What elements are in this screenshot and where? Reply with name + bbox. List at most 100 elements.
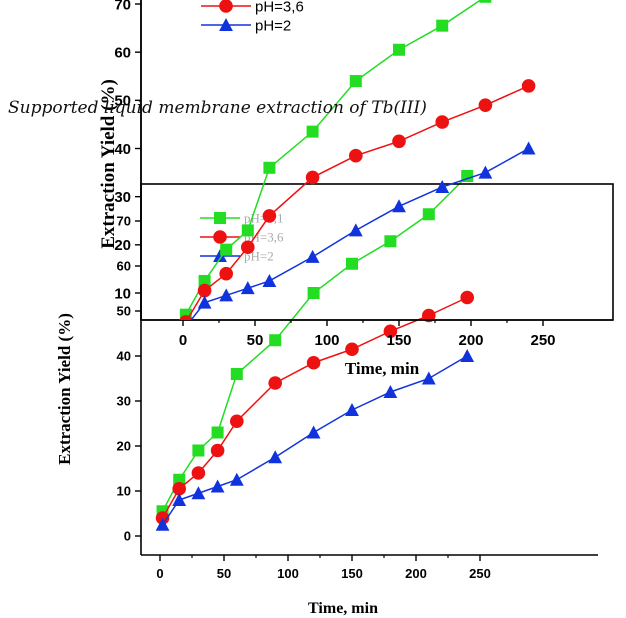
bottom-legend-label: pH=3,6 bbox=[244, 230, 284, 245]
bottom-x-tick-label: 100 bbox=[277, 566, 299, 581]
top-series-point-1 bbox=[349, 148, 363, 163]
bottom-y-tick-label: 10 bbox=[117, 484, 131, 499]
top-y-axis-label: Extraction Yield (%) bbox=[98, 79, 119, 249]
top-series-point-2 bbox=[478, 165, 493, 179]
bottom-x-axis-label: Time, min bbox=[308, 600, 378, 617]
bottom-series-point-2 bbox=[268, 450, 283, 464]
bottom-series-point-2 bbox=[421, 371, 436, 385]
bottom-y-tick-label: 30 bbox=[117, 394, 131, 409]
top-y-tick-label: 40 bbox=[114, 141, 131, 158]
bottom-series-point-1 bbox=[383, 324, 398, 339]
top-legend-label: pH=2 bbox=[255, 17, 291, 34]
top-series-point-0 bbox=[436, 19, 449, 32]
bottom-series-point-1 bbox=[230, 414, 244, 429]
bottom-y-tick-label: 0 bbox=[124, 529, 131, 544]
top-x-tick-label: 150 bbox=[386, 332, 411, 349]
top-series-point-1 bbox=[197, 283, 212, 298]
figure-caption: Supported liquid membrane extraction of … bbox=[8, 98, 427, 118]
top-series-point-0 bbox=[306, 125, 319, 138]
top-y-tick-label: 20 bbox=[114, 237, 131, 254]
top-y-tick-label: 50 bbox=[114, 93, 131, 110]
top-x-tick-label: 0 bbox=[179, 332, 187, 349]
bottom-y-tick-label: 20 bbox=[117, 439, 131, 454]
top-series-line-1 bbox=[186, 85, 529, 320]
bottom-series-point-2 bbox=[155, 517, 170, 531]
bottom-series-point-0 bbox=[211, 426, 224, 439]
top-y-tick-label: 70 bbox=[114, 0, 131, 13]
bottom-series-point-2 bbox=[191, 486, 206, 500]
top-series-point-0 bbox=[241, 224, 254, 237]
bottom-series-group bbox=[155, 170, 475, 531]
bottom-series-point-0 bbox=[346, 257, 358, 270]
top-x-tick-label: 50 bbox=[247, 332, 264, 349]
top-series-point-1 bbox=[219, 266, 233, 281]
bottom-series-point-1 bbox=[306, 355, 321, 370]
bottom-series-point-2 bbox=[345, 403, 359, 416]
bottom-series-point-1 bbox=[268, 376, 283, 390]
top-series-point-0 bbox=[220, 243, 233, 256]
top-series-point-0 bbox=[349, 75, 362, 88]
bottom-y-tick-label: 70 bbox=[117, 214, 131, 229]
bottom-y-tick-label: 60 bbox=[117, 259, 131, 274]
top-series-point-0 bbox=[179, 308, 192, 320]
bottom-series-point-0 bbox=[230, 368, 243, 380]
top-series-point-2 bbox=[348, 223, 363, 237]
top-y-tick-label: 60 bbox=[114, 45, 131, 62]
bottom-x-tick-label: 150 bbox=[341, 566, 363, 581]
top-series-group bbox=[179, 0, 536, 320]
top-series-point-2 bbox=[262, 273, 277, 287]
bottom-y-axis-label: Extraction Yield (%) bbox=[55, 313, 74, 465]
bottom-x-tick-label: 200 bbox=[405, 566, 427, 581]
bottom-series-point-1 bbox=[191, 466, 206, 480]
bottom-series-point-1 bbox=[345, 342, 359, 357]
top-series-point-0 bbox=[263, 161, 276, 174]
top-y-tick-label: 30 bbox=[114, 189, 131, 206]
bottom-series-point-0 bbox=[269, 334, 282, 347]
top-series-point-1 bbox=[262, 209, 277, 223]
bottom-series-point-0 bbox=[192, 444, 205, 457]
top-series-point-1 bbox=[478, 98, 493, 112]
top-series-point-1 bbox=[521, 79, 536, 93]
top-x-tick-label: 100 bbox=[314, 332, 339, 349]
bottom-y-tick-label: 50 bbox=[117, 304, 131, 319]
bottom-legend-marker bbox=[213, 249, 227, 262]
top-series-point-2 bbox=[435, 180, 450, 194]
top-series-point-2 bbox=[219, 288, 234, 302]
bottom-series-point-1 bbox=[460, 290, 475, 305]
top-legend-label: pH=3,6 bbox=[255, 0, 304, 15]
top-series-point-2 bbox=[521, 141, 536, 155]
bottom-x-tick-label: 0 bbox=[156, 566, 163, 581]
top-series-line-2 bbox=[190, 147, 529, 320]
top-series-point-0 bbox=[198, 274, 211, 287]
top-series-point-0 bbox=[393, 43, 405, 56]
top-legend-marker bbox=[219, 18, 233, 31]
bottom-legend-marker bbox=[213, 230, 227, 244]
top-x-axis-label: Time, min bbox=[345, 359, 420, 378]
bottom-series-point-1 bbox=[422, 308, 436, 323]
top-series-point-2 bbox=[197, 295, 212, 309]
bottom-series-point-2 bbox=[210, 479, 225, 493]
bottom-series-point-0 bbox=[307, 287, 320, 299]
bottom-legend-marker bbox=[214, 212, 226, 224]
top-series-point-1 bbox=[392, 134, 406, 149]
top-series-point-0 bbox=[479, 0, 492, 3]
bottom-y-tick-label: 40 bbox=[117, 349, 131, 364]
top-series-point-1 bbox=[435, 115, 450, 129]
bottom-series-point-0 bbox=[422, 208, 435, 221]
bottom-series-point-2 bbox=[172, 493, 187, 506]
bottom-series-point-0 bbox=[384, 235, 397, 248]
top-series-point-2 bbox=[240, 281, 255, 295]
bottom-series-point-2 bbox=[306, 425, 321, 439]
bottom-x-tick-label: 250 bbox=[469, 566, 491, 581]
top-legend-marker bbox=[219, 0, 233, 13]
bottom-x-tick-label: 50 bbox=[217, 566, 231, 581]
bottom-series-point-2 bbox=[460, 349, 475, 362]
top-x-tick-label: 250 bbox=[530, 332, 555, 349]
top-series-point-1 bbox=[241, 240, 255, 255]
top-series-point-1 bbox=[179, 315, 193, 320]
bottom-series-point-2 bbox=[383, 385, 398, 398]
top-y-tick-label: 10 bbox=[114, 285, 131, 302]
